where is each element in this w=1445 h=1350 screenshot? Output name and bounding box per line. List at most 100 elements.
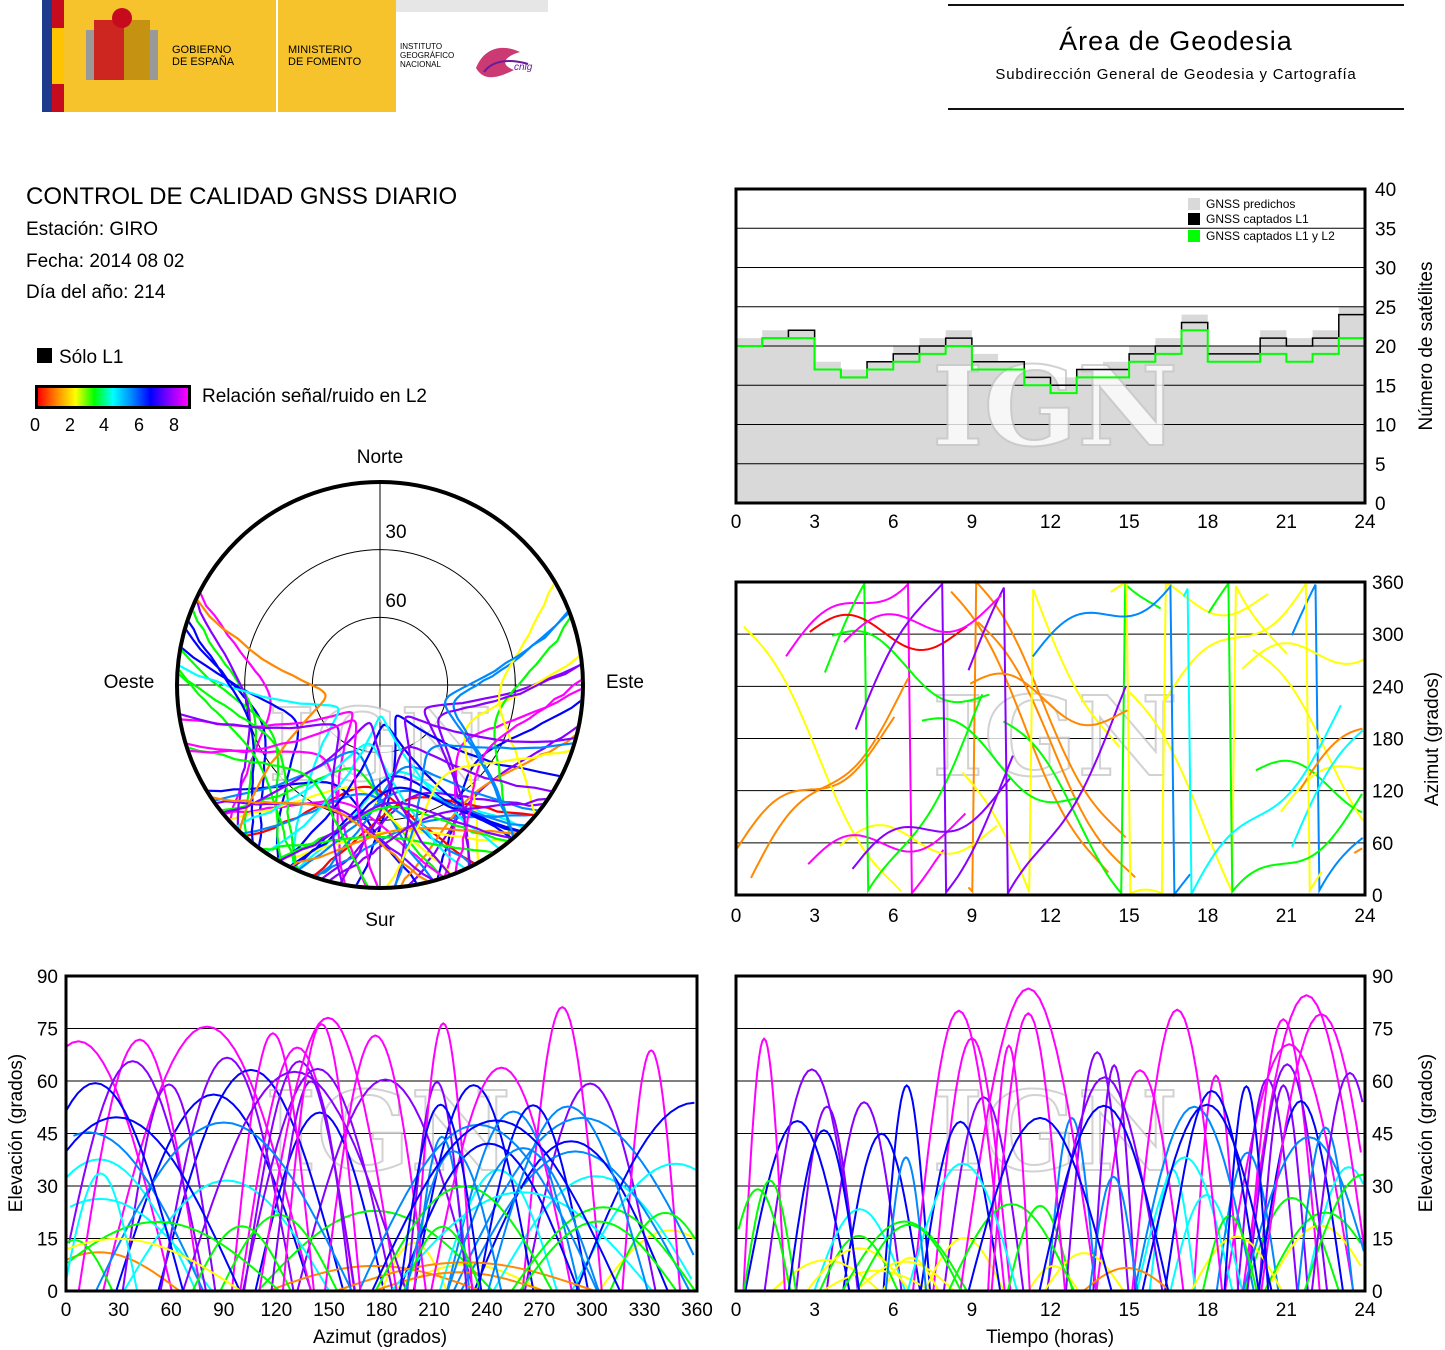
top-rule bbox=[948, 4, 1404, 6]
x-tick-label: 90 bbox=[213, 1300, 234, 1321]
satellite-track bbox=[1265, 1224, 1362, 1292]
x-tick-label: 12 bbox=[1040, 1300, 1061, 1321]
north-label: Norte bbox=[357, 447, 403, 468]
x-tick-label: 3 bbox=[809, 1300, 820, 1321]
satellite-track bbox=[787, 1129, 861, 1292]
x-tick-label: 240 bbox=[471, 1300, 503, 1321]
satellite-track bbox=[279, 723, 514, 863]
satellite-track bbox=[184, 627, 267, 848]
x-tick-label: 300 bbox=[576, 1300, 608, 1321]
satellite-track bbox=[289, 826, 519, 869]
satellite-track bbox=[437, 662, 581, 868]
plot-frame bbox=[734, 580, 1367, 897]
x-tick-label: 15 bbox=[1119, 1300, 1140, 1321]
y-tick-label: 0 bbox=[47, 1282, 58, 1303]
x-tick-label: 9 bbox=[967, 512, 978, 533]
x-tick-label: 6 bbox=[888, 1300, 899, 1321]
y-tick-label: 5 bbox=[1375, 455, 1386, 476]
y-tick-label: 45 bbox=[1372, 1125, 1393, 1146]
ministerio-logo: MINISTERIO DE FOMENTO bbox=[278, 0, 396, 112]
x-tick-label: 18 bbox=[1197, 906, 1218, 927]
satellite-track bbox=[519, 1220, 678, 1292]
satellite-track bbox=[399, 732, 578, 886]
y-tick-label: 360 bbox=[1372, 573, 1404, 594]
x-tick-label: 21 bbox=[1276, 512, 1297, 533]
snr-label: Relación señal/ruido en L2 bbox=[202, 386, 427, 407]
satellite-track bbox=[795, 1105, 859, 1292]
y-tick-label: 75 bbox=[1372, 1020, 1393, 1041]
satellite-track bbox=[477, 1104, 590, 1292]
satellite-track bbox=[77, 1038, 202, 1292]
satellite-track bbox=[742, 625, 902, 892]
x-tick-label: 0 bbox=[731, 512, 742, 533]
satellite-track bbox=[1296, 1126, 1354, 1292]
x-tick-label: 15 bbox=[1119, 906, 1140, 927]
satellite-track bbox=[743, 1179, 797, 1292]
satellite-track bbox=[219, 1213, 339, 1292]
satellite-track bbox=[179, 648, 283, 863]
satellite-track bbox=[405, 1150, 503, 1292]
y-tick-label: 90 bbox=[1372, 967, 1393, 988]
x-tick-label: 0 bbox=[731, 1300, 742, 1321]
snr-tick-label: 0 bbox=[30, 415, 41, 435]
satellite-track bbox=[195, 597, 327, 832]
header-grey-strip bbox=[396, 0, 548, 12]
satellite-track bbox=[259, 835, 495, 854]
satellite-track bbox=[1290, 584, 1364, 895]
x-tick-label: 9 bbox=[967, 1300, 978, 1321]
satellite-track bbox=[66, 1116, 241, 1292]
satellite-track bbox=[854, 581, 1014, 896]
satellite-track bbox=[809, 613, 968, 652]
legend-swatch bbox=[1188, 198, 1200, 210]
x-tick-label: 3 bbox=[809, 906, 820, 927]
satellite-track bbox=[281, 1022, 362, 1292]
satellite-track bbox=[1260, 1012, 1362, 1292]
snr-colorbar bbox=[35, 385, 191, 409]
solo-l1-swatch bbox=[37, 348, 52, 363]
x-tick-label: 15 bbox=[1119, 512, 1140, 533]
satellite-track bbox=[402, 1225, 483, 1292]
satellite-track bbox=[327, 797, 549, 883]
satellite-track bbox=[841, 1220, 968, 1292]
plot-frame bbox=[734, 187, 1367, 505]
satellite-track bbox=[744, 1119, 851, 1292]
satellite-track bbox=[950, 590, 1110, 874]
y-tick-label: 30 bbox=[1372, 1177, 1393, 1198]
solo-l1-label: Sólo L1 bbox=[59, 347, 124, 368]
satellite-track bbox=[157, 1068, 345, 1292]
satellite-track bbox=[1298, 727, 1363, 791]
y-tick-label: 15 bbox=[1375, 376, 1396, 397]
cnig-text: cnig bbox=[514, 62, 533, 73]
satellite-track bbox=[1207, 580, 1363, 895]
gobierno-text: GOBIERNO DE ESPAÑA bbox=[172, 44, 235, 68]
south-label: Sur bbox=[365, 910, 395, 931]
satellite-track bbox=[241, 792, 474, 867]
x-tick-label: 6 bbox=[888, 512, 899, 533]
satellite-track bbox=[278, 801, 514, 862]
satellite-track bbox=[384, 749, 573, 886]
x-tick-label: 180 bbox=[366, 1300, 398, 1321]
satellite-track bbox=[191, 1225, 292, 1292]
satellite-track bbox=[1257, 1100, 1344, 1292]
satellite-track bbox=[1258, 1084, 1309, 1292]
snr-tick-label: 8 bbox=[169, 415, 180, 435]
station-label: Estación: GIRO bbox=[26, 219, 158, 240]
satellite-track bbox=[94, 1121, 353, 1292]
satellite-track bbox=[742, 1037, 786, 1292]
y-tick-label: 25 bbox=[1375, 298, 1396, 319]
area-title: Área de Geodesia bbox=[1059, 26, 1293, 56]
satellite-track bbox=[750, 677, 910, 879]
satellite-track bbox=[102, 1025, 312, 1292]
x-tick-label: 120 bbox=[260, 1300, 292, 1321]
satellite-track bbox=[67, 1220, 281, 1292]
satellite-track bbox=[851, 777, 1011, 870]
x-tick-label: 210 bbox=[418, 1300, 450, 1321]
satellite-track bbox=[191, 607, 258, 839]
satellite-track bbox=[1131, 1008, 1224, 1292]
instituto-text: INSTITUTO GEOGRÁFICO NACIONAL bbox=[400, 42, 455, 69]
satellite-track bbox=[123, 1179, 330, 1292]
y-tick-label: 40 bbox=[1375, 180, 1396, 201]
satellite-track bbox=[959, 987, 1098, 1292]
satellite-track bbox=[1092, 1063, 1136, 1292]
